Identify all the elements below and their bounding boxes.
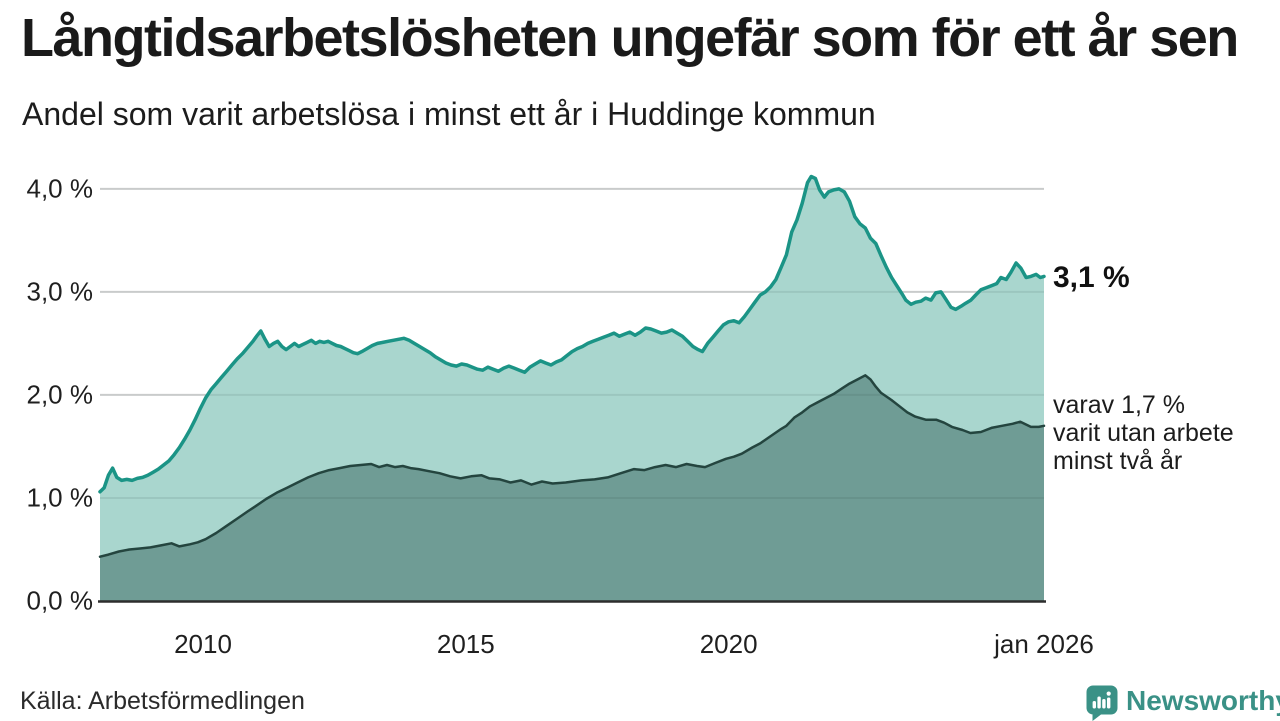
brand-name: Newsworthy — [1126, 684, 1280, 718]
bar-2 — [1097, 697, 1100, 709]
y-tick-label: 3,0 % — [27, 276, 94, 307]
secondary-annotation-line3: minst två år — [1053, 447, 1234, 475]
secondary-annotation-line2: varit utan arbete — [1053, 419, 1234, 447]
areas — [100, 177, 1044, 602]
secondary-annotation: varav 1,7 % varit utan arbete minst två … — [1053, 391, 1234, 475]
chart-subtitle: Andel som varit arbetslösa i minst ett å… — [22, 96, 876, 132]
source-note: Källa: Arbetsförmedlingen — [20, 687, 305, 716]
y-tick-label: 1,0 % — [27, 482, 94, 513]
y-tick-label: 0,0 % — [27, 586, 94, 617]
y-tick-label: 4,0 % — [27, 173, 94, 204]
bar-1 — [1093, 701, 1096, 709]
exclamation-bar — [1107, 698, 1110, 709]
page-title: Långtidsarbetslösheten ungefär som för e… — [21, 6, 1280, 70]
x-tick-label: 2020 — [649, 629, 809, 660]
x-tick-label: 2010 — [123, 629, 283, 660]
x-axis-labels: 2010 2015 2020 jan 2026 — [0, 629, 1280, 663]
x-tick-label: jan 2026 — [964, 629, 1124, 660]
latest-value-annotation: 3,1 % — [1053, 261, 1130, 295]
y-tick-label: 2,0 % — [27, 379, 94, 410]
exclamation-dot — [1107, 692, 1111, 696]
x-tick-label: 2015 — [386, 629, 546, 660]
speech-bubble-shape — [1087, 686, 1118, 721]
newsworthy-icon — [1085, 684, 1119, 721]
bar-3 — [1102, 699, 1105, 709]
y-axis-labels: 0,0 % 1,0 % 2,0 % 3,0 % 4,0 % — [0, 0, 93, 720]
secondary-annotation-line1: varav 1,7 % — [1053, 391, 1234, 419]
